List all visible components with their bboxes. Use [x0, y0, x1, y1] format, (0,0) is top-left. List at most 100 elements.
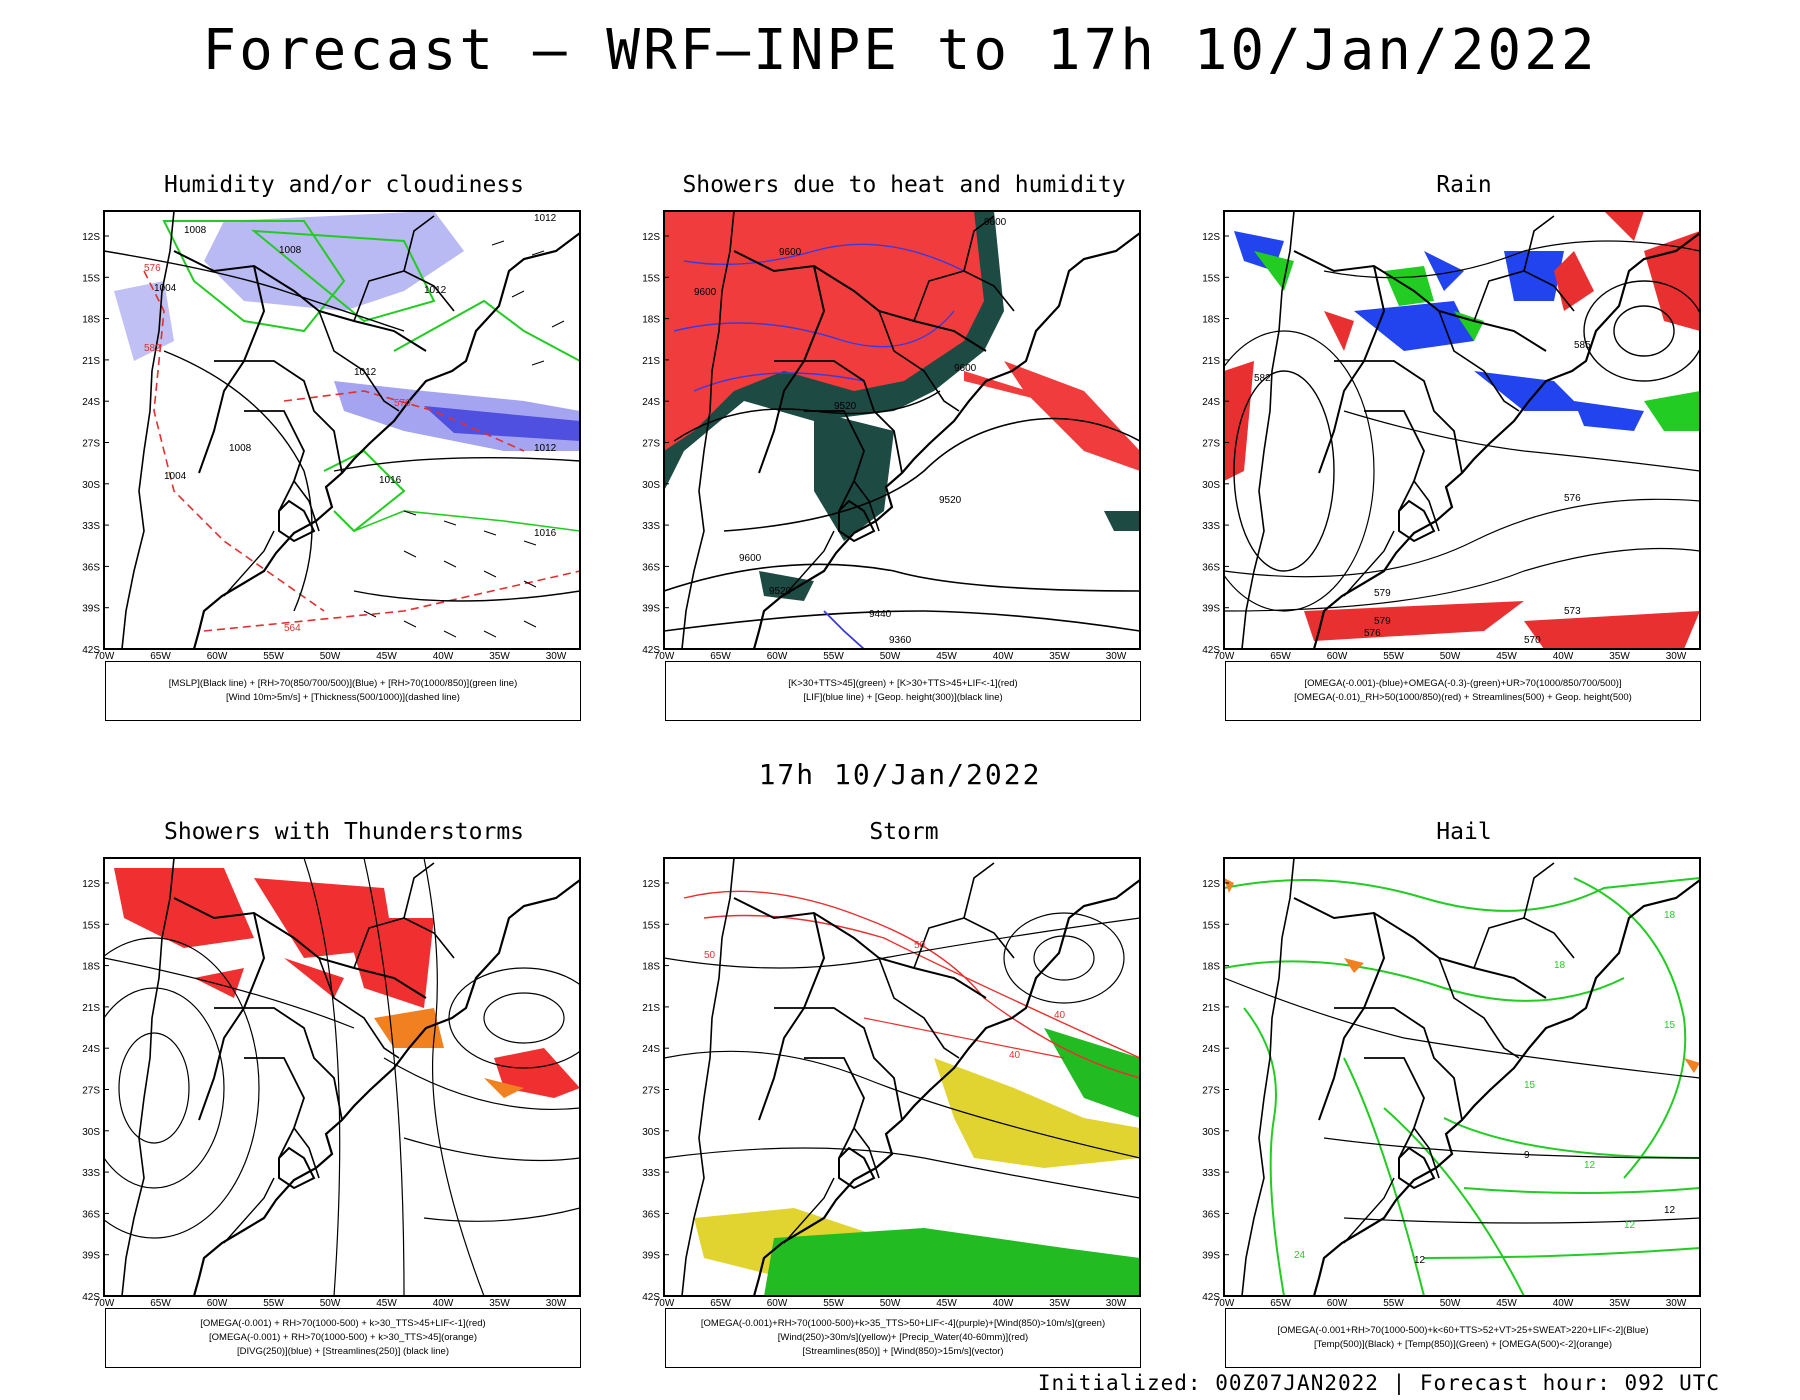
contour-label: 9600 — [954, 363, 977, 374]
lon-tick-label: 35W — [1609, 1298, 1630, 1309]
contour-label: 9440 — [869, 609, 892, 620]
lon-tick-label: 60W — [767, 651, 788, 662]
legend-line: [OMEGA(-0.001)-(blue)+OMEGA(-0.3)-(green… — [1304, 678, 1622, 689]
map-rain: 585 576 579 573 570 579 576 582 12S 15S 18… — [1202, 210, 1701, 662]
lat-tick-label: 12S — [642, 232, 660, 243]
lon-tick-label: 55W — [263, 651, 284, 662]
contour-label: 9520 — [769, 586, 792, 597]
lat-tick-label: 42S — [82, 1292, 100, 1303]
lat-tick-label: 12S — [82, 879, 100, 890]
lat-tick-label: 15S — [642, 273, 660, 284]
lon-tick-label: 50W — [320, 651, 341, 662]
lat-tick-label: 39S — [1202, 1251, 1220, 1262]
lon-tick-label: 60W — [207, 1298, 228, 1309]
lon-tick-label: 70W — [1214, 1298, 1235, 1309]
lat-tick-label: 15S — [1202, 273, 1220, 284]
panel-title: Storm — [869, 819, 939, 845]
lat-tick-label: 33S — [642, 521, 660, 532]
lat-tick-label: 21S — [82, 1003, 100, 1014]
lat-tick-label: 42S — [642, 645, 660, 656]
lat-tick-label: 24S — [1202, 397, 1220, 408]
panel-title: Hail — [1436, 819, 1492, 845]
contour-label: 576 — [1564, 493, 1581, 504]
lat-tick-label: 27S — [1202, 1086, 1220, 1097]
lat-tick-label: 36S — [82, 1209, 100, 1220]
lat-tick-label: 36S — [1202, 562, 1220, 573]
lon-tick-label: 70W — [1214, 651, 1235, 662]
lat-tick-label: 30S — [82, 1127, 100, 1138]
contour-label: 582 — [144, 343, 161, 354]
contour-label: 12 — [1624, 1220, 1636, 1231]
lon-tick-label: 50W — [880, 651, 901, 662]
lat-tick-label: 18S — [642, 315, 660, 326]
contour-label: 582 — [1254, 373, 1271, 384]
legend-line: [Wind(250)>30m/s](yellow)+ [Precip_Water… — [777, 1332, 1029, 1343]
lat-tick-label: 39S — [82, 604, 100, 615]
valid-time-subtitle: 17h 10/Jan/2022 — [758, 758, 1042, 791]
contour-label: 1016 — [534, 528, 557, 539]
contour-label: 15 — [1664, 1020, 1676, 1031]
lon-tick-label: 65W — [150, 651, 171, 662]
lat-tick-label: 12S — [1202, 232, 1220, 243]
lon-tick-label: 65W — [1270, 1298, 1291, 1309]
contour-label: 564 — [284, 623, 301, 634]
lon-tick-label: 40W — [993, 1298, 1014, 1309]
lat-tick-label: 18S — [1202, 962, 1220, 973]
map-storm: 50 40 40 50 12S 15S 18S 21S 24S 27S 30S 33S 36S 3… — [642, 857, 1141, 1309]
contour-label: 1004 — [154, 283, 177, 294]
legend-line: [Streamlines(850)] + [Wind(850)>15m/s](v… — [802, 1346, 1004, 1357]
contour-label: 12 — [1584, 1160, 1596, 1171]
contour-label: 1012 — [534, 443, 557, 454]
lon-tick-label: 40W — [993, 651, 1014, 662]
contour-label: 50 — [704, 950, 716, 961]
lat-tick-label: 21S — [1202, 1003, 1220, 1014]
lon-tick-label: 30W — [1106, 1298, 1127, 1309]
contour-label: 1008 — [184, 225, 207, 236]
legend-line: [MSLP](Black line) + [RH>70(850/700/500)… — [168, 678, 518, 689]
init-footer: Initialized: 00Z07JAN2022 | Forecast hou… — [1037, 1371, 1720, 1395]
lon-tick-label: 70W — [654, 1298, 675, 1309]
lat-tick-label: 18S — [82, 315, 100, 326]
contour-label: 15 — [1524, 1080, 1536, 1091]
lat-tick-label: 42S — [1202, 645, 1220, 656]
contour-label: 12 — [1664, 1205, 1676, 1216]
lat-tick-label: 39S — [1202, 604, 1220, 615]
legend-line: [OMEGA(-0.001+RH>70(1000-500)+k<60+TTS>5… — [1277, 1325, 1649, 1336]
contour-label: 585 — [1574, 340, 1591, 351]
lon-tick-label: 55W — [823, 1298, 844, 1309]
legend-line: [Temp(500)](Black) + [Temp(850)](Green) … — [1313, 1339, 1613, 1350]
lat-tick-label: 21S — [82, 356, 100, 367]
lon-tick-label: 45W — [376, 1298, 397, 1309]
contour-label: 12 — [1414, 1255, 1426, 1266]
lat-tick-label: 27S — [1202, 439, 1220, 450]
contour-label: 1008 — [279, 245, 302, 256]
lat-tick-label: 27S — [82, 1086, 100, 1097]
lat-tick-label: 33S — [82, 521, 100, 532]
lon-tick-label: 30W — [546, 1298, 567, 1309]
contour-label: 1008 — [229, 443, 252, 454]
lon-tick-label: 35W — [1049, 1298, 1070, 1309]
panel-title: Showers with Thunderstorms — [163, 819, 525, 845]
lat-tick-label: 15S — [1202, 920, 1220, 931]
lat-tick-label: 12S — [1202, 879, 1220, 890]
lon-tick-label: 45W — [1496, 1298, 1517, 1309]
contour-label: 9360 — [889, 635, 912, 646]
lon-tick-label: 45W — [376, 651, 397, 662]
lat-tick-label: 30S — [1202, 1127, 1220, 1138]
lat-tick-label: 21S — [642, 1003, 660, 1014]
lon-tick-label: 65W — [710, 1298, 731, 1309]
contour-label: 24 — [1294, 1250, 1306, 1261]
lat-tick-label: 30S — [82, 480, 100, 491]
map-humidity: 1008 1004 1008 1012 1012 1012 1016 1016 … — [82, 210, 581, 662]
lat-tick-label: 30S — [1202, 480, 1220, 491]
legend-line: [Wind 10m>5m/s] + [Thickness(500/1000)](… — [226, 692, 460, 703]
lon-tick-label: 35W — [1049, 651, 1070, 662]
lat-tick-label: 18S — [82, 962, 100, 973]
contour-label: 9 — [1524, 1150, 1530, 1161]
lon-tick-label: 45W — [936, 1298, 957, 1309]
lon-tick-label: 55W — [1383, 651, 1404, 662]
contour-label: 1016 — [379, 475, 402, 486]
lon-tick-label: 65W — [710, 651, 731, 662]
lon-tick-label: 40W — [433, 651, 454, 662]
